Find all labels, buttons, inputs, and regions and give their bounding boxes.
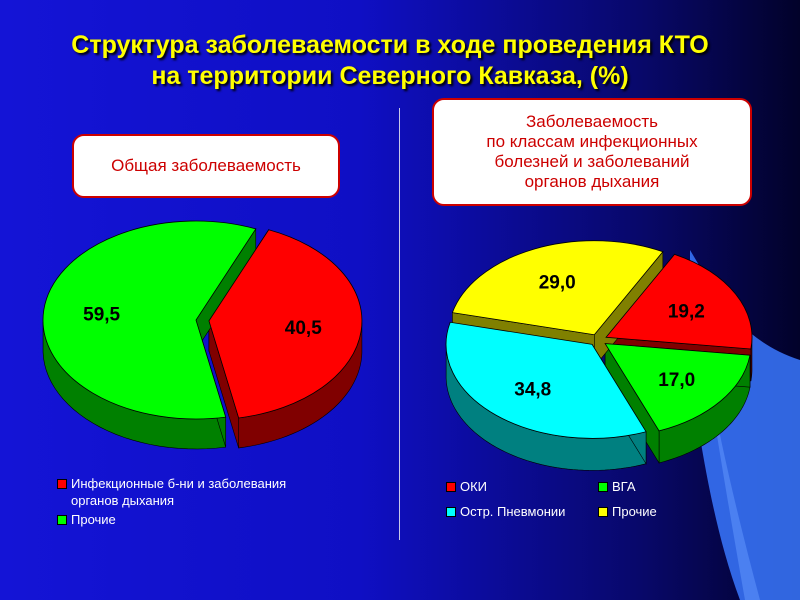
divider [399, 108, 400, 540]
legend-swatch-infectious [57, 479, 67, 489]
legend-item-oki: ОКИ [446, 478, 598, 495]
right-chart-label-box: Заболеваемость по классам инфекционных б… [432, 98, 752, 206]
pie-0-slice-0 [208, 229, 363, 419]
legend-swatch-other-right [598, 507, 608, 517]
pie-1-slice-0 [605, 253, 753, 350]
pie-1-data-label-2: 34,8 [514, 379, 551, 400]
right-chart-label: Заболеваемость по классам инфекционных б… [486, 112, 697, 192]
left-chart-label-box: Общая заболеваемость [72, 134, 340, 198]
legend-item-other: Прочие [57, 511, 357, 528]
right-label-line-2: по классам инфекционных [486, 132, 698, 151]
legend-label-oki: ОКИ [460, 479, 488, 494]
left-chart-label: Общая заболеваемость [111, 156, 301, 175]
legend-item-vga: ВГА [598, 478, 698, 495]
page-title: Структура заболеваемости в ходе проведен… [0, 30, 780, 92]
legend-item-pneumonia: Остр. Пневмонии [446, 503, 598, 520]
right-label-line-1: Заболеваемость [526, 112, 658, 131]
legend-label-vga: ВГА [612, 479, 636, 494]
legend-label-pneumonia: Остр. Пневмонии [460, 504, 566, 519]
pie-1-slice-3 [451, 240, 664, 336]
right-chart-legend: ОКИ ВГА Остр. Пневмонии Прочие [446, 478, 706, 520]
legend-label-other-right: Прочие [612, 504, 657, 519]
pie-1-data-label-3: 29,0 [539, 273, 576, 294]
right-label-line-3: болезней и заболеваний [494, 152, 690, 171]
legend-label-line-2: органов дыхания [71, 493, 175, 508]
pie-1-data-label-0: 19,2 [668, 301, 705, 322]
pie-0-data-label-1: 59,5 [83, 305, 120, 326]
legend-swatch-other [57, 515, 67, 525]
pie-1-data-label-1: 17,0 [658, 370, 695, 391]
left-chart-legend: Инфекционные б-ни и заболевания органов … [57, 475, 357, 528]
legend-swatch-oki [446, 482, 456, 492]
legend-label-other: Прочие [71, 512, 116, 527]
legend-swatch-pneumonia [446, 507, 456, 517]
pie-0: 40,5 59,5 [42, 220, 363, 450]
legend-label-infectious: Инфекционные б-ни и заболевания органов … [71, 475, 286, 509]
legend-label-line-1: Инфекционные б-ни и заболевания [71, 476, 287, 491]
pie-0-slice-1 [42, 220, 257, 420]
pie-1-slice-1 [604, 343, 751, 432]
title-line-1: Структура заболеваемости в ходе проведен… [71, 31, 709, 59]
legend-item-other-right: Прочие [598, 503, 698, 520]
pie-1-slice-2 [445, 321, 647, 439]
pie-1: 19,2 17,0 34,8 29,0 [445, 240, 753, 471]
pie-0-data-label-0: 40,5 [285, 318, 322, 339]
title-line-2: на территории Северного Кавказа, (%) [151, 62, 629, 90]
right-label-line-4: органов дыхания [524, 172, 660, 191]
legend-swatch-vga [598, 482, 608, 492]
legend-item-infectious: Инфекционные б-ни и заболевания органов … [57, 475, 357, 509]
